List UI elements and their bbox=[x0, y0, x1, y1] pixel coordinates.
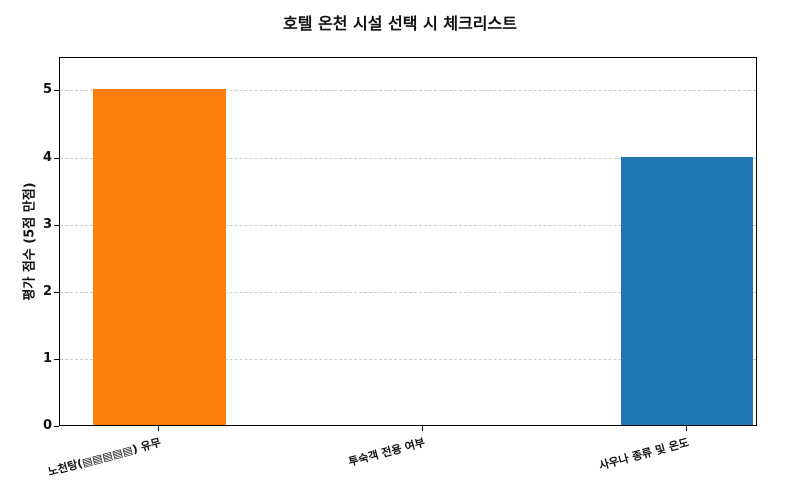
x-tick-label-0: 노천탕(▤▤▤▤▤) 유무 bbox=[46, 435, 162, 479]
x-tick-mark bbox=[422, 426, 423, 431]
y-tick-0: 0 bbox=[42, 418, 52, 433]
y-axis-label: 평가 점수 (5점 만점) bbox=[22, 182, 38, 301]
y-tick-4: 4 bbox=[42, 150, 52, 165]
y-tick-mark bbox=[54, 225, 59, 226]
y-tick-mark bbox=[54, 426, 59, 427]
y-tick-mark bbox=[54, 158, 59, 159]
x-tick-label-2: 사우나 종류 및 온도 bbox=[597, 435, 690, 473]
plot-area bbox=[59, 57, 757, 426]
y-tick-3: 3 bbox=[42, 217, 52, 232]
x-tick-label-1: 투숙객 전용 여부 bbox=[346, 435, 426, 469]
x-tick-mark bbox=[686, 426, 687, 431]
y-tick-5: 5 bbox=[42, 82, 52, 97]
y-tick-mark bbox=[54, 90, 59, 91]
bar-outdoor-bath bbox=[93, 89, 226, 425]
y-tick-mark bbox=[54, 292, 59, 293]
gridline-1 bbox=[60, 359, 756, 360]
bar-sauna bbox=[621, 157, 753, 425]
gridline-5 bbox=[60, 90, 756, 91]
gridline-3 bbox=[60, 225, 756, 226]
y-tick-2: 2 bbox=[42, 284, 52, 299]
x-tick-mark bbox=[158, 426, 159, 431]
chart-title: 호텔 온천 시설 선택 시 체크리스트 bbox=[283, 14, 517, 33]
y-tick-mark bbox=[54, 359, 59, 360]
gridline-4 bbox=[60, 158, 756, 159]
gridline-2 bbox=[60, 292, 756, 293]
y-tick-1: 1 bbox=[42, 351, 52, 366]
